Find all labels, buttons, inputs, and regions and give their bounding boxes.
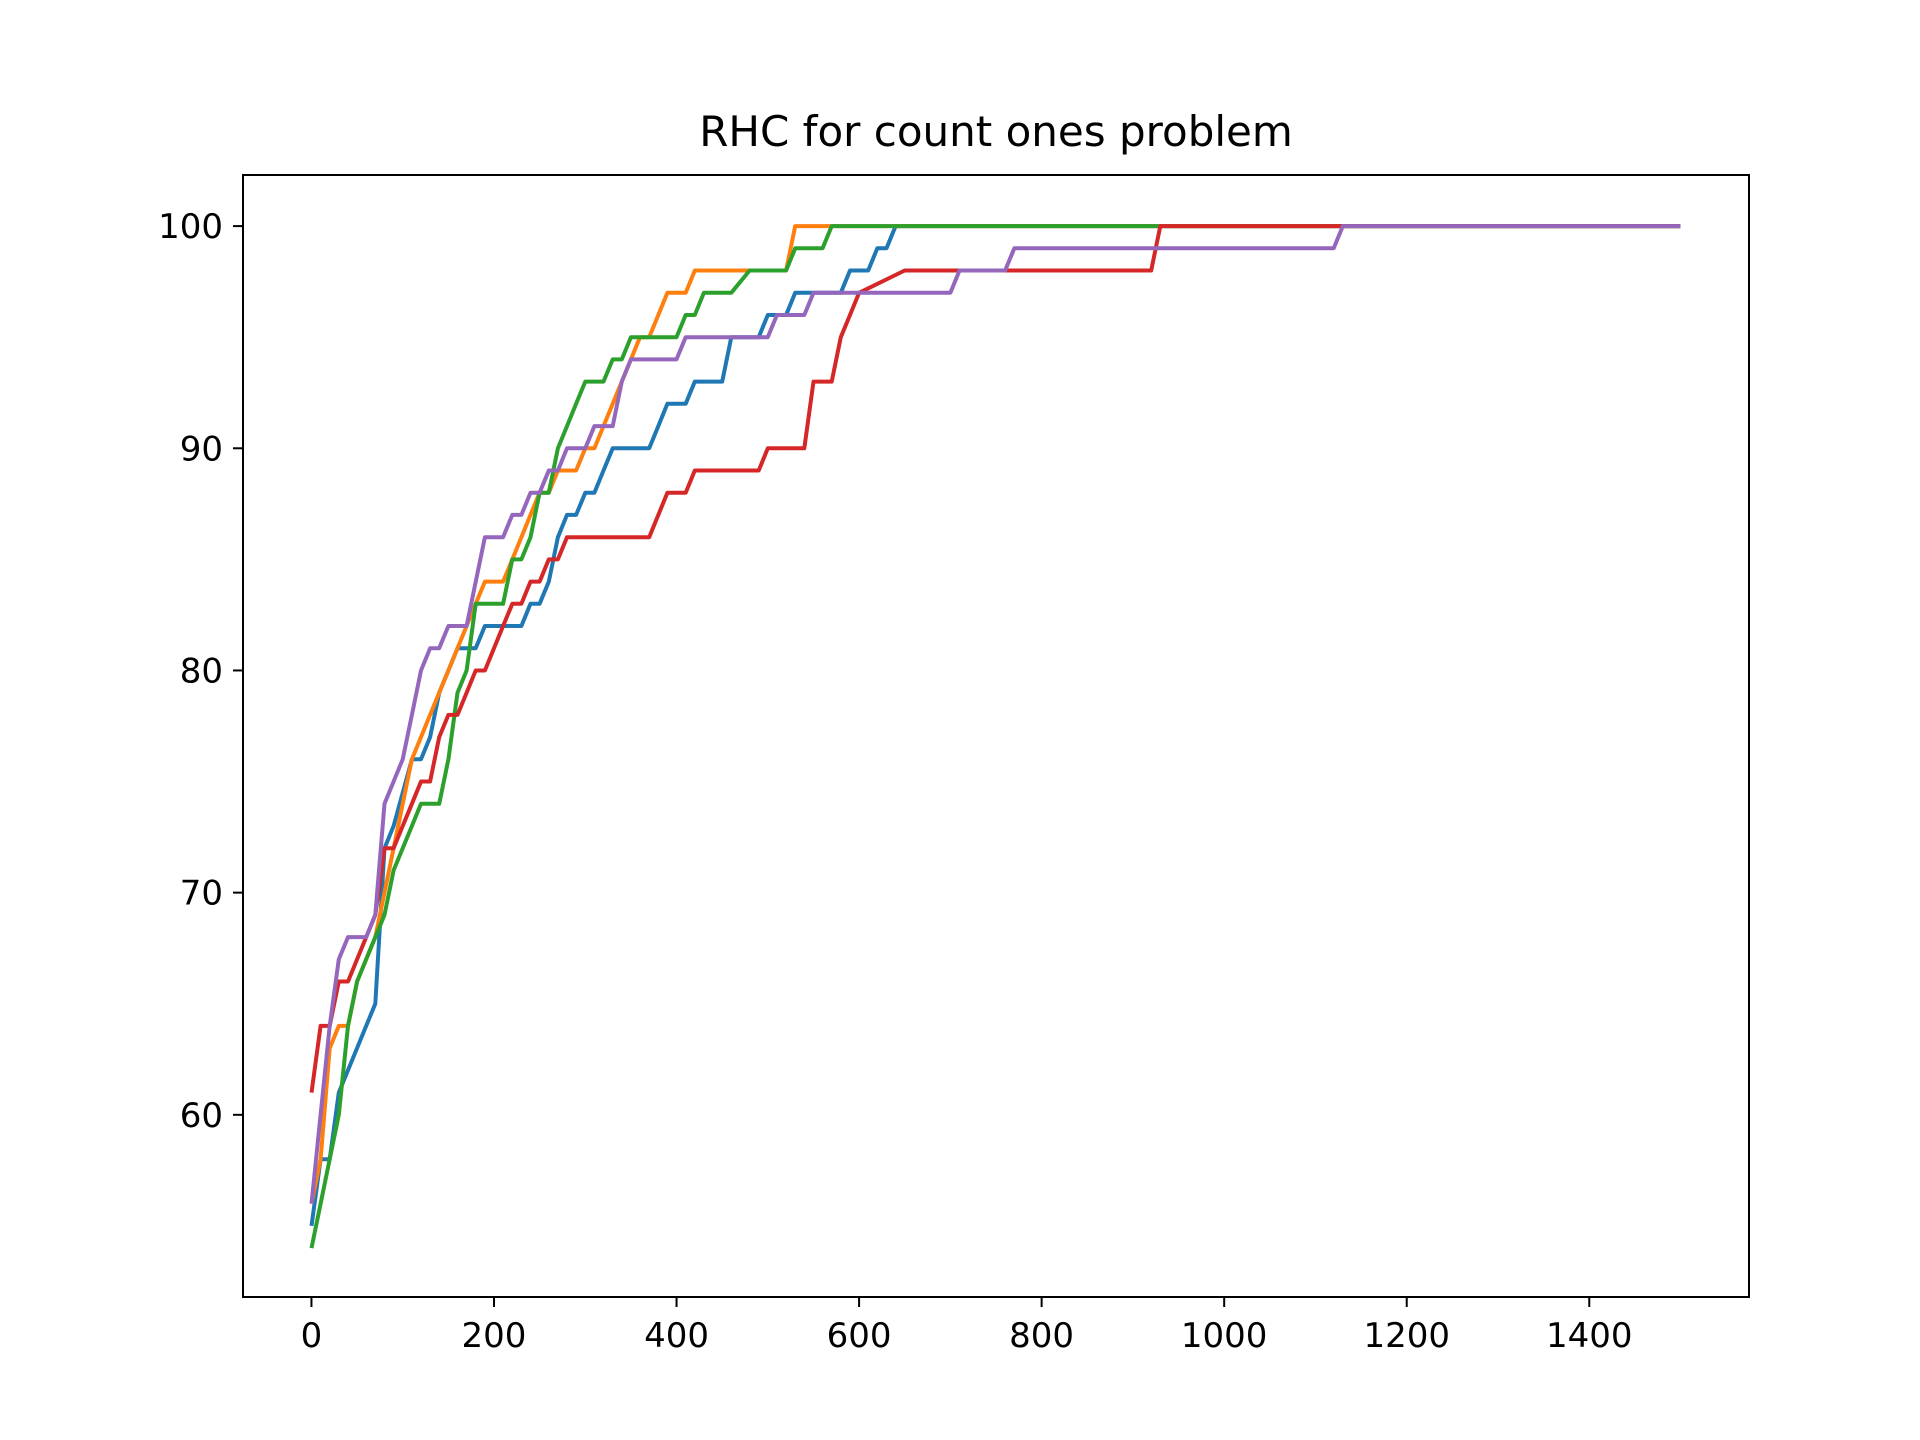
x-tick-label: 0: [301, 1316, 323, 1356]
plot-frame: [242, 174, 1750, 1298]
series-line-3: [309, 224, 1681, 1249]
x-tick-label: 200: [462, 1316, 527, 1356]
y-tick-label: 60: [180, 1096, 223, 1136]
x-tick-label: 400: [644, 1316, 709, 1356]
y-tick-label: 70: [180, 874, 223, 914]
chart-title: RHC for count ones problem: [699, 107, 1293, 156]
series-layer: [309, 224, 1681, 1249]
x-tick-label: 800: [1009, 1316, 1074, 1356]
series-line-5: [309, 224, 1681, 1204]
x-tick-label: 1000: [1181, 1316, 1268, 1356]
x-tick-label: 1400: [1546, 1316, 1633, 1356]
ticks-layer: 0 200 400 600 800 1000 1200 1400 60 70 80 90 100: [158, 207, 1632, 1356]
x-tick-label: 600: [827, 1316, 892, 1356]
y-tick-label: 100: [158, 207, 223, 247]
y-tick-label: 80: [180, 651, 223, 691]
y-tick-label: 90: [180, 429, 223, 469]
x-tick-label: 1200: [1363, 1316, 1450, 1356]
series-line-4: [309, 224, 1681, 1093]
